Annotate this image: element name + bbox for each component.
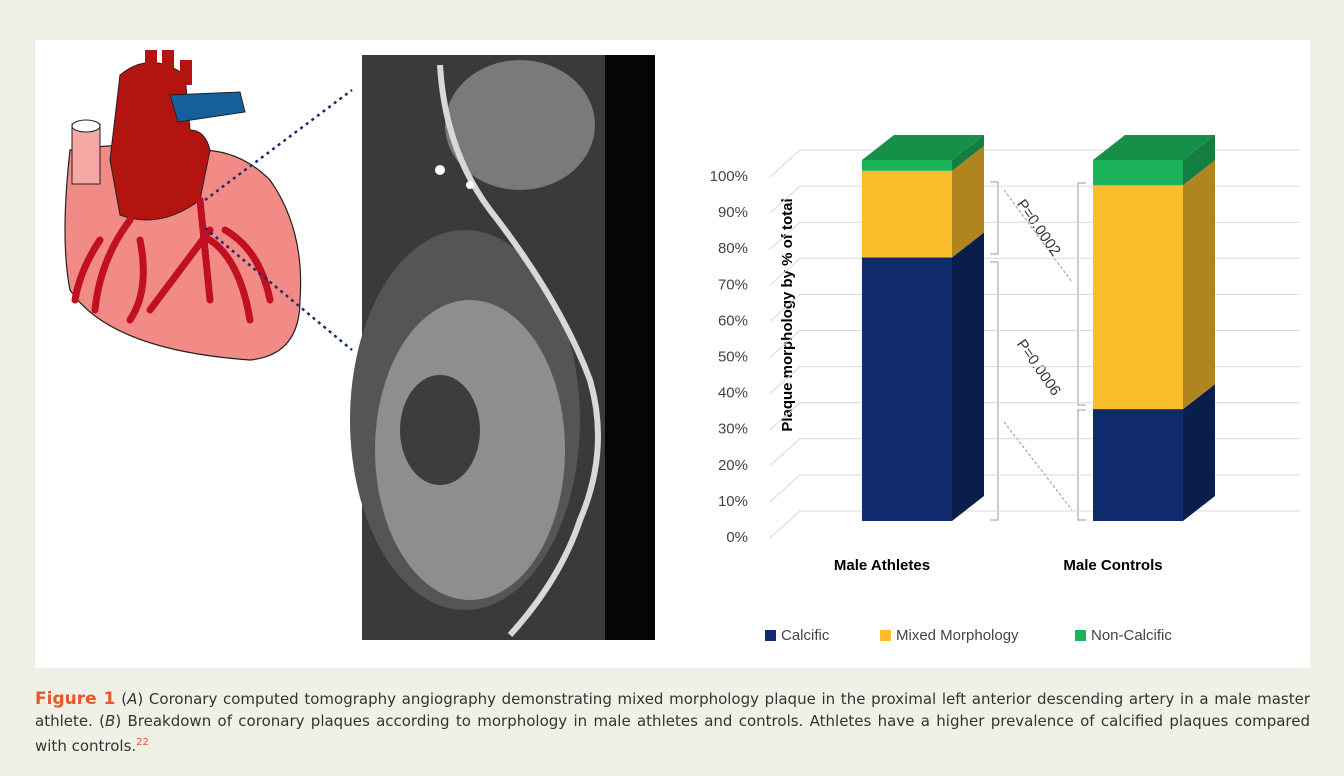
p-value: P=0.0002 bbox=[1013, 196, 1064, 259]
heart-illustration bbox=[64, 50, 353, 361]
caption-text: ) Coronary computed tomography angiograp… bbox=[35, 690, 1311, 730]
bar-segment bbox=[862, 160, 952, 171]
bar-segment bbox=[862, 170, 952, 258]
p-value: P=0.0006 bbox=[1013, 336, 1064, 399]
bar-segment bbox=[1093, 160, 1183, 186]
ct-image bbox=[350, 55, 655, 640]
legend-label: Mixed Morphology bbox=[896, 627, 1019, 644]
grid-line bbox=[769, 474, 1300, 503]
bar-top bbox=[862, 135, 984, 160]
y-tick-label: 20% bbox=[718, 457, 748, 474]
legend-label: Non-Calcific bbox=[1091, 627, 1172, 644]
bar-side bbox=[1183, 384, 1215, 521]
grid-line bbox=[769, 257, 1300, 286]
legend-swatch bbox=[765, 630, 776, 641]
caption-text: ) Breakdown of coronary plaques accordin… bbox=[35, 712, 1310, 755]
y-tick-label: 60% bbox=[718, 312, 748, 329]
bar-side bbox=[1183, 160, 1215, 410]
bar-segment bbox=[1093, 409, 1183, 521]
grid-line bbox=[769, 149, 1300, 178]
legend-label: Calcific bbox=[781, 627, 830, 644]
caption-text: ( bbox=[121, 690, 128, 708]
bar-segment bbox=[862, 257, 952, 521]
x-tick-label: Male Controls bbox=[1063, 557, 1162, 574]
x-tick-label: Male Athletes bbox=[834, 557, 930, 574]
grid-line bbox=[769, 402, 1300, 431]
bar-segment bbox=[1093, 185, 1183, 410]
figure: Plaque morphology by % of total P=0.0002… bbox=[64, 50, 1300, 644]
annotation-brackets bbox=[990, 181, 1086, 521]
y-tick-label: 30% bbox=[718, 421, 748, 438]
bar-side bbox=[952, 135, 984, 171]
y-tick-label: 40% bbox=[718, 385, 748, 402]
legend-swatch bbox=[880, 630, 891, 641]
legend-swatch bbox=[1075, 630, 1086, 641]
y-axis-title: Plaque morphology by % of total bbox=[779, 198, 796, 431]
bar-side bbox=[952, 145, 984, 258]
y-tick-label: 100% bbox=[710, 168, 748, 185]
y-tick-label: 10% bbox=[718, 493, 748, 510]
bar-side bbox=[1183, 135, 1215, 186]
y-tick-label: 50% bbox=[718, 348, 748, 365]
figure-label: Figure 1 bbox=[35, 689, 116, 709]
y-tick-label: 70% bbox=[718, 276, 748, 293]
bar-top bbox=[1093, 135, 1215, 160]
caption-text: B bbox=[105, 712, 116, 730]
figure-caption: Figure 1 (A) Coronary computed tomography… bbox=[35, 688, 1310, 757]
citation: 22 bbox=[136, 737, 149, 748]
y-tick-label: 80% bbox=[718, 240, 748, 257]
y-tick-label: 90% bbox=[718, 204, 748, 221]
grid-line bbox=[769, 510, 1300, 539]
grid-line bbox=[769, 293, 1300, 322]
y-tick-label: 0% bbox=[726, 529, 748, 546]
bar-side bbox=[952, 232, 984, 521]
caption-text: A bbox=[127, 690, 138, 708]
